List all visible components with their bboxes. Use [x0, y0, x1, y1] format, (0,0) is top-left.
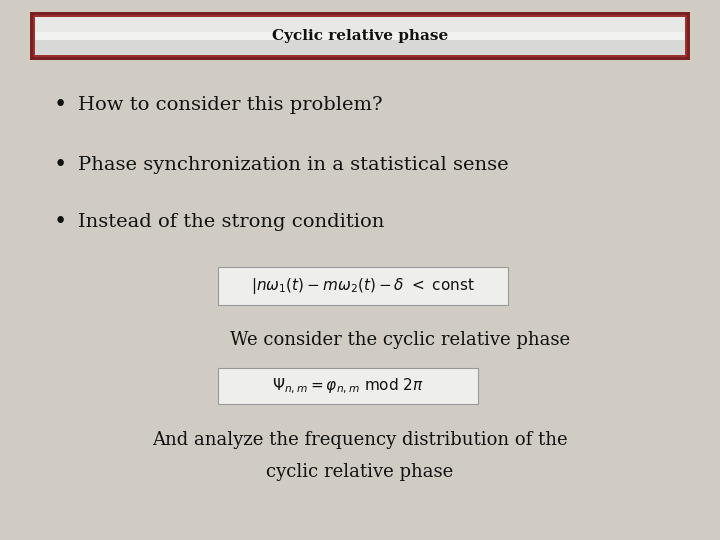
- Bar: [35, 32, 685, 40]
- Text: •: •: [53, 154, 67, 176]
- Text: Cyclic relative phase: Cyclic relative phase: [272, 29, 448, 43]
- Text: Phase synchronization in a statistical sense: Phase synchronization in a statistical s…: [78, 156, 508, 174]
- Text: •: •: [53, 94, 67, 116]
- Text: We consider the cyclic relative phase: We consider the cyclic relative phase: [230, 331, 570, 349]
- Text: $|n\omega_1(t) - m\omega_2(t) - \delta\ <\ \mathrm{const}$: $|n\omega_1(t) - m\omega_2(t) - \delta\ …: [251, 276, 475, 296]
- Text: Instead of the strong condition: Instead of the strong condition: [78, 213, 384, 231]
- Bar: [218, 368, 478, 404]
- Bar: [30, 12, 690, 60]
- Text: $\Psi_{n,m} = \varphi_{n,m}\ \mathrm{mod}\ 2\pi$: $\Psi_{n,m} = \varphi_{n,m}\ \mathrm{mod…: [272, 376, 424, 396]
- Bar: [35, 17, 685, 55]
- Text: •: •: [53, 211, 67, 233]
- Bar: [35, 17, 685, 40]
- Bar: [218, 267, 508, 305]
- Bar: [33, 15, 687, 57]
- Text: cyclic relative phase: cyclic relative phase: [266, 463, 454, 481]
- Text: And analyze the frequency distribution of the: And analyze the frequency distribution o…: [152, 431, 568, 449]
- Text: How to consider this problem?: How to consider this problem?: [78, 96, 382, 114]
